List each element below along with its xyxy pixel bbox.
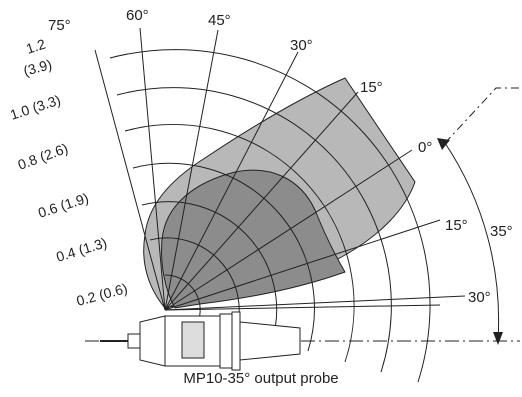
probe-band — [219, 313, 233, 369]
angle-label-45: 45° — [208, 12, 231, 29]
range-label-1-0: 1.0 (3.3) — [8, 92, 63, 123]
ray-15 — [164, 91, 359, 311]
ray-r37 — [164, 304, 441, 311]
angle-label-r30: 30° — [468, 289, 491, 306]
range-label-0-8: 0.8 (2.6) — [16, 140, 70, 173]
range-arc-0-2 — [164, 274, 201, 320]
angle-rays — [94, 27, 466, 311]
angle-label-r15: 15° — [445, 217, 468, 234]
probe-nose — [139, 315, 166, 367]
tilt-reference-line — [444, 87, 520, 144]
tilt-arc — [444, 142, 500, 341]
ray-60 — [139, 27, 166, 311]
range-arc-0-4 — [149, 237, 240, 332]
ray-30 — [164, 51, 299, 311]
range-arc-1-0 — [124, 124, 355, 363]
range-labels: 1.2 (3.9) 1.0 (3.3) 0.8 (2.6) 0.6 (1.9) … — [8, 36, 129, 309]
ray-75 — [94, 49, 166, 311]
probe-stylus-holder — [127, 333, 141, 349]
probe-window — [181, 321, 205, 359]
diagram-caption: MP10-35° output probe — [183, 370, 339, 387]
tilt-angle-label: 35° — [490, 223, 513, 240]
ray-45 — [164, 29, 219, 311]
probe-flange — [231, 311, 241, 371]
angle-label-0: 0° — [418, 139, 432, 156]
range-arc-1-2 — [116, 87, 392, 373]
range-label-1-2: 1.2 — [24, 36, 48, 57]
ray-r15 — [164, 219, 441, 311]
probe-illustration — [100, 311, 301, 371]
angle-label-60: 60° — [126, 7, 149, 24]
range-label-0-2: 0.2 (0.6) — [75, 280, 130, 309]
ray-r30 — [164, 295, 466, 311]
angle-label-15: 15° — [360, 79, 383, 96]
ray-0 — [164, 149, 413, 311]
tilt-arrow-bottom — [493, 332, 503, 345]
range-arc-0-6 — [141, 201, 278, 342]
range-arc-1-4 — [109, 49, 431, 383]
angle-label-30: 30° — [290, 37, 313, 54]
right-angle-labels: 0° 15° 30° 35° — [418, 139, 513, 306]
top-angle-labels: 75° 60° 45° 30° 15° — [48, 7, 383, 96]
range-label-3-9: (3.9) — [22, 56, 54, 79]
probe-shank — [239, 321, 301, 361]
inner-reception-lobe — [161, 169, 346, 309]
angle-label-75: 75° — [48, 17, 71, 34]
range-label-0-6: 0.6 (1.9) — [36, 190, 91, 221]
range-label-0-4: 0.4 (1.3) — [54, 234, 109, 265]
